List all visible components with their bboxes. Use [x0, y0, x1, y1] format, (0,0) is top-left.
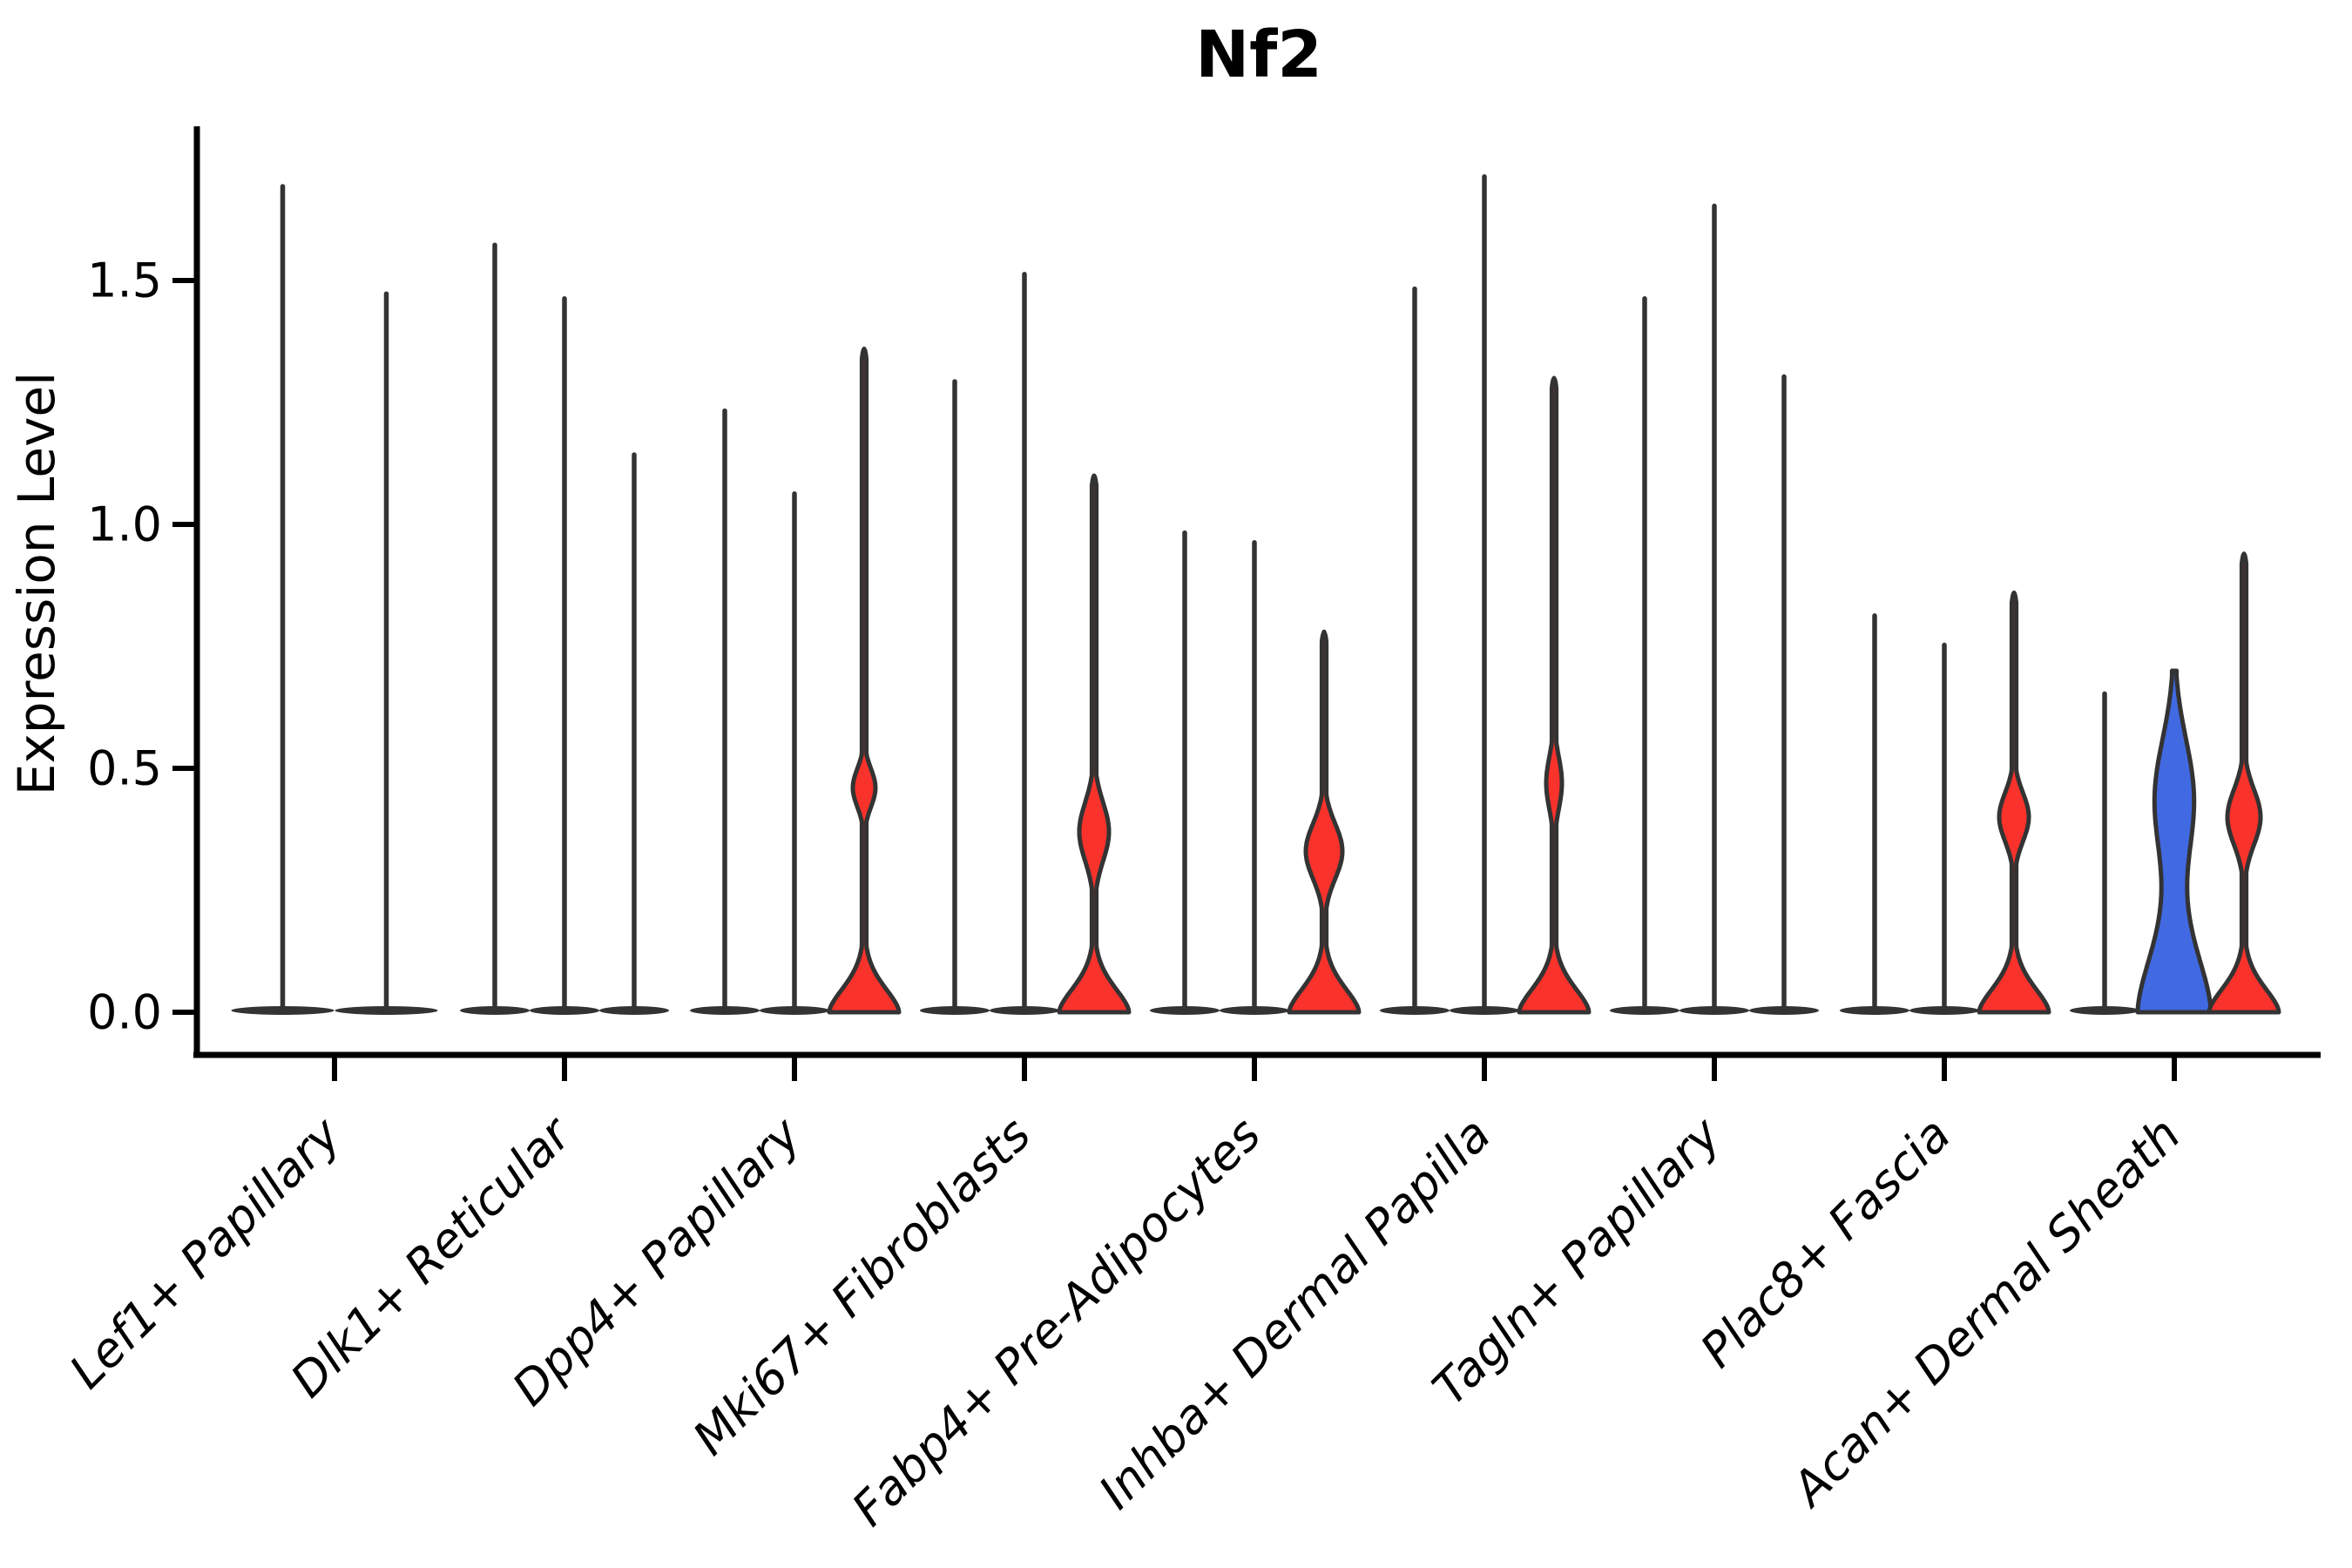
- violin-filled-red: [2207, 551, 2281, 1015]
- violin-filled-red: [827, 346, 902, 1015]
- y-tick-label: 0.5: [87, 741, 162, 796]
- violin-filled-red: [1287, 629, 1362, 1015]
- y-tick-label: 1.0: [87, 497, 162, 552]
- x-tick-label: Plac8+ Fascia: [1690, 1107, 1961, 1378]
- violin-filled-red: [1057, 473, 1132, 1015]
- violin-filled-blue: [2135, 668, 2213, 1015]
- violin-filled-red: [1517, 375, 1592, 1015]
- y-tick-label: 0.0: [87, 985, 162, 1040]
- chart-title: Nf2: [1195, 17, 1322, 92]
- x-tick-label: Fabp4+ Pre-Adipocytes: [841, 1107, 1271, 1537]
- y-tick-label: 1.5: [87, 253, 162, 308]
- violin-filled-red: [1977, 590, 2051, 1015]
- y-axis-label: Expression Level: [7, 372, 66, 795]
- x-tick-label: Inhba+ Dermal Papilla: [1088, 1107, 1501, 1520]
- x-tick-label: Acan+ Dermal Sheath: [1780, 1107, 2191, 1518]
